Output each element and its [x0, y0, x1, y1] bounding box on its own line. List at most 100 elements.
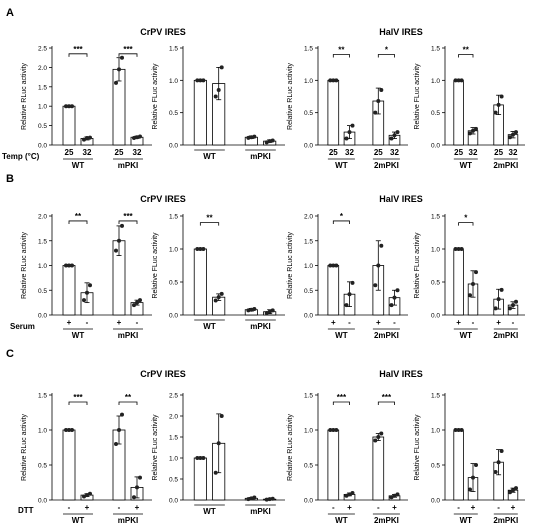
a3-condition-label: 25: [329, 148, 338, 157]
c4-point: [508, 490, 512, 495]
a3-point: [347, 130, 352, 135]
a3-point: [379, 88, 384, 93]
c4-ytick-label: 1.5: [431, 393, 440, 400]
c1-point: [85, 493, 89, 498]
c1-ytick-label: 0.0: [38, 498, 47, 505]
b2-ytick-label: 1.0: [169, 247, 178, 254]
a4-point: [474, 126, 478, 131]
a4-sig-label: **: [463, 45, 470, 54]
c2-point: [216, 441, 221, 446]
b2-point: [246, 308, 251, 313]
b3-ytick-label: 0.0: [304, 313, 313, 320]
b1-point: [114, 248, 118, 253]
a4-condition-label: 25: [494, 148, 503, 157]
c3-sig-label: ***: [382, 393, 392, 402]
b3-point: [331, 263, 336, 268]
c1-sig-label: **: [125, 393, 132, 402]
c1-point: [64, 428, 68, 432]
b4-bar: [453, 248, 464, 316]
c3-ytick-label: 0.5: [304, 463, 313, 470]
b4-ylabel: Relative FLuc activity: [414, 232, 421, 299]
b4-sig-bracket: [458, 222, 474, 226]
a2-point: [264, 140, 269, 145]
b2-sig-label: **: [206, 214, 213, 223]
a1-condition-label: 25: [115, 148, 124, 157]
b4-condition-label: +: [496, 318, 501, 327]
c2-point: [270, 496, 275, 501]
b3-point: [376, 263, 381, 268]
b4-point: [499, 287, 504, 292]
b1-point: [88, 283, 92, 288]
a4-ytick-label: 1.0: [431, 78, 440, 85]
a1-sig-bracket: [118, 53, 138, 57]
a2-ytick-label: 1.0: [169, 78, 178, 85]
c1-condition-label: +: [85, 503, 90, 512]
b2-point: [198, 247, 203, 251]
c4-point: [493, 470, 498, 474]
a2-ytick-label: 0.5: [169, 110, 178, 117]
a1-sig-label: ***: [73, 45, 83, 54]
c4-ytick-label: 0.0: [431, 498, 440, 505]
b1-condition-label: -: [136, 318, 139, 327]
a2-point: [267, 139, 272, 144]
c1-group-label: WT: [72, 516, 85, 525]
a1-point: [117, 67, 121, 72]
b2-ytick-label: 0.0: [169, 313, 178, 320]
c2-ytick-label: 1.0: [169, 456, 178, 463]
a1-group-label: mPKI: [118, 161, 138, 170]
a4-ylabel: Relative FLuc activity: [414, 63, 421, 130]
a1-point: [67, 104, 71, 109]
c3-ytick-label: 1.0: [304, 428, 313, 435]
a3-point: [373, 110, 378, 115]
c1-sig-bracket: [68, 401, 88, 405]
title-crpv-a: CrPV IRES: [140, 27, 186, 37]
b1-ytick-label: 2.0: [38, 214, 47, 221]
c2-point: [252, 495, 257, 500]
b2-group-label: WT: [203, 322, 216, 331]
a3-point: [344, 136, 349, 141]
b4-condition-label: -: [512, 318, 515, 327]
c2-group-label: WT: [203, 507, 216, 516]
c4-point: [514, 486, 518, 491]
b1-sig-label: **: [75, 212, 82, 221]
a1-condition-label: 32: [133, 148, 142, 157]
section-label-c: C: [6, 348, 14, 360]
b3-ytick-label: 2.0: [304, 214, 313, 221]
b4-ytick-label: 1.0: [431, 247, 440, 254]
b4-ytick-label: 0.5: [431, 280, 440, 287]
c2-point: [195, 456, 200, 460]
c1-point: [132, 495, 136, 500]
c1-condition-label: +: [135, 503, 140, 512]
c2-ytick-label: 2.0: [169, 414, 178, 421]
a1-point: [64, 104, 68, 109]
a4-point: [453, 78, 458, 83]
title-halv-c: HalV IRES: [379, 369, 423, 379]
c4-ytick-label: 1.0: [431, 428, 440, 435]
a2-point: [213, 94, 218, 99]
b2-point: [213, 298, 218, 303]
c2-point: [246, 497, 251, 502]
a2-ytick-label: 1.5: [169, 46, 178, 53]
b3-point: [347, 292, 352, 297]
b4-point: [456, 247, 461, 251]
b1-group-label: mPKI: [118, 331, 138, 340]
a3-bar: [327, 79, 340, 146]
b3-point: [328, 263, 333, 268]
b1-condition-label: +: [117, 318, 122, 327]
c3-ytick-label: 1.5: [304, 393, 313, 400]
b1-ytick-label: 0.0: [38, 313, 47, 320]
a3-point: [376, 99, 381, 104]
b4-sig-label: *: [464, 214, 468, 223]
b3-point: [350, 280, 355, 285]
c1-ytick-label: 1.0: [38, 428, 47, 435]
b3-group-label: WT: [335, 331, 348, 340]
c2-point: [264, 497, 269, 502]
c2-ytick-label: 0.5: [169, 477, 178, 484]
b3-condition-label: +: [376, 318, 381, 327]
b3-point: [389, 303, 394, 308]
a4-point: [468, 131, 472, 136]
c3-point: [334, 428, 339, 432]
c4-point: [468, 487, 472, 492]
c1-point: [138, 475, 142, 480]
